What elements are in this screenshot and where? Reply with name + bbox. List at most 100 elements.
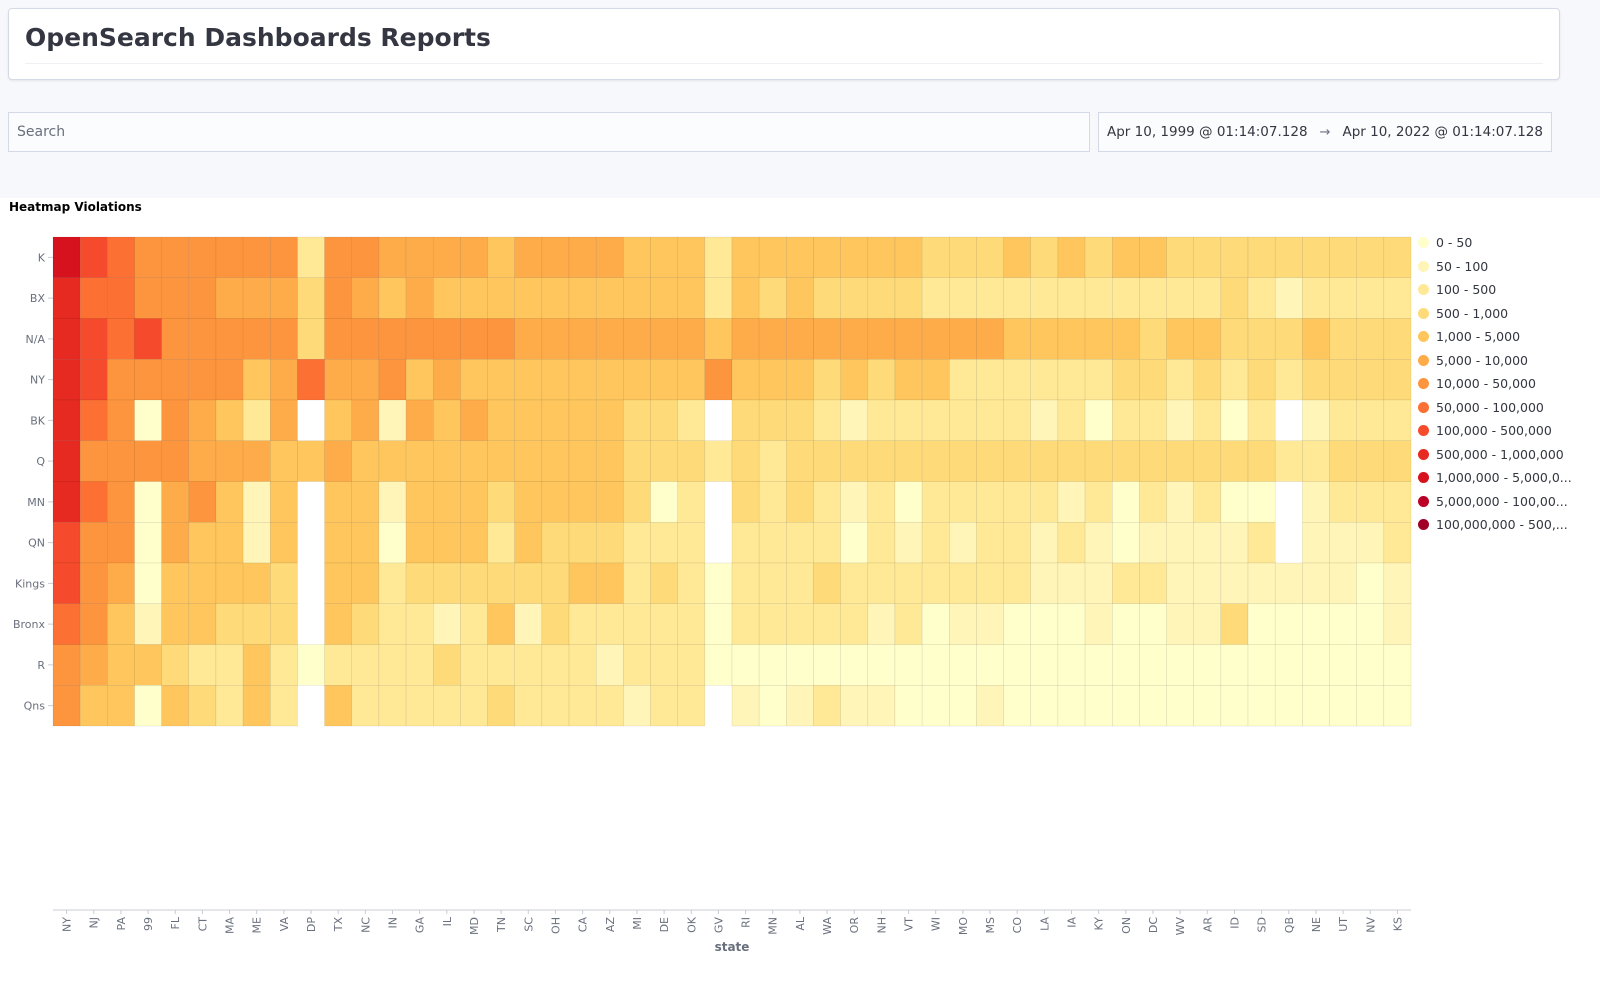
heatmap-cell[interactable] [1220,277,1249,319]
heatmap-cell[interactable] [1302,522,1330,564]
heatmap-cell[interactable] [568,318,597,360]
heatmap-cell[interactable] [1166,236,1194,278]
heatmap-cell[interactable] [921,359,950,401]
heatmap-cell[interactable] [432,481,461,523]
heatmap-cell[interactable] [894,481,923,523]
heatmap-cell[interactable] [1274,359,1303,401]
heatmap-cell[interactable] [758,277,787,319]
heatmap-cell[interactable] [1356,522,1385,564]
heatmap-cell[interactable] [188,440,217,482]
heatmap-cell[interactable] [487,522,515,564]
heatmap-cell[interactable] [1084,685,1113,727]
heatmap-cell[interactable] [731,236,760,278]
heatmap-cell[interactable] [1057,685,1086,727]
heatmap-cell[interactable] [1003,359,1032,401]
heatmap-cell[interactable] [840,399,869,441]
heatmap-cell[interactable] [188,318,217,360]
heatmap-cell[interactable] [1329,644,1357,686]
heatmap-cell[interactable] [460,562,488,604]
heatmap-cell[interactable] [215,644,244,686]
heatmap-cell[interactable] [1139,440,1167,482]
heatmap-cell[interactable] [704,644,733,686]
heatmap-cell[interactable] [894,562,923,604]
heatmap-cell[interactable] [568,603,597,645]
heatmap-cell[interactable] [134,277,162,319]
heatmap-cell[interactable] [568,399,597,441]
heatmap-cell[interactable] [1329,236,1357,278]
heatmap-cell[interactable] [297,359,325,401]
heatmap-cell[interactable] [541,685,570,727]
heatmap-cell[interactable] [378,562,407,604]
heatmap-cell[interactable] [921,399,950,441]
heatmap-cell[interactable] [840,562,869,604]
heatmap-cell[interactable] [1030,522,1059,564]
heatmap-cell[interactable] [405,522,434,564]
heatmap-cell[interactable] [1057,562,1086,604]
heatmap-cell[interactable] [324,236,353,278]
date-range-start[interactable]: Apr 10, 1999 @ 01:14:07.128 [1107,124,1308,140]
heatmap-cell[interactable] [921,236,950,278]
heatmap-cell[interactable] [650,318,678,360]
heatmap-cell[interactable] [324,522,353,564]
heatmap-cell[interactable] [731,359,760,401]
heatmap-cell[interactable] [297,318,325,360]
heatmap-cell[interactable] [1057,359,1086,401]
heatmap-cell[interactable] [378,603,407,645]
heatmap-cell[interactable] [731,644,760,686]
heatmap-cell[interactable] [650,277,678,319]
heatmap-cell[interactable] [405,236,434,278]
heatmap-cell[interactable] [79,481,108,523]
heatmap-cell[interactable] [677,685,706,727]
heatmap-cell[interactable] [568,562,597,604]
heatmap-cell[interactable] [867,685,896,727]
heatmap-cell[interactable] [731,277,760,319]
heatmap-cell[interactable] [704,603,733,645]
heatmap-cell[interactable] [1193,685,1222,727]
heatmap-cell[interactable] [378,644,407,686]
heatmap-cell[interactable] [758,399,787,441]
heatmap-cell[interactable] [378,522,407,564]
heatmap-cell[interactable] [1220,562,1249,604]
heatmap-cell[interactable] [758,562,787,604]
heatmap-cell[interactable] [1329,399,1357,441]
heatmap-cell[interactable] [541,399,570,441]
heatmap-cell[interactable] [432,644,461,686]
heatmap-cell[interactable] [378,685,407,727]
legend-item[interactable]: 0 - 50 [1418,231,1594,255]
heatmap-cell[interactable] [1166,359,1194,401]
heatmap-cell[interactable] [1111,318,1140,360]
heatmap-cell[interactable] [1193,440,1222,482]
heatmap-cell[interactable] [704,562,733,604]
heatmap-cell[interactable] [758,522,787,564]
heatmap-cell[interactable] [677,440,706,482]
heatmap-cell[interactable] [921,685,950,727]
heatmap-cell[interactable] [1220,481,1249,523]
heatmap-cell[interactable] [1302,359,1330,401]
heatmap-cell[interactable] [949,359,977,401]
heatmap-cell[interactable] [894,644,923,686]
heatmap-cell[interactable] [1329,603,1357,645]
heatmap-cell[interactable] [215,318,244,360]
heatmap-cell[interactable] [134,318,162,360]
heatmap-cell[interactable] [242,685,271,727]
heatmap-cell[interactable] [1057,318,1086,360]
heatmap-cell[interactable] [840,603,869,645]
heatmap-cell[interactable] [1139,236,1167,278]
heatmap-cell[interactable] [432,562,461,604]
heatmap-cell[interactable] [623,603,651,645]
heatmap-cell[interactable] [1030,644,1059,686]
heatmap-cell[interactable] [297,440,325,482]
heatmap-cell[interactable] [949,236,977,278]
heatmap-cell[interactable] [351,685,380,727]
heatmap-cell[interactable] [949,603,977,645]
heatmap-cell[interactable] [1193,562,1222,604]
heatmap-cell[interactable] [1003,644,1032,686]
heatmap-cell[interactable] [1356,562,1385,604]
heatmap-cell[interactable] [1274,236,1303,278]
heatmap-cell[interactable] [1166,399,1194,441]
heatmap-cell[interactable] [677,603,706,645]
heatmap-cell[interactable] [867,359,896,401]
heatmap-cell[interactable] [161,481,190,523]
heatmap-cell[interactable] [107,603,135,645]
heatmap-cell[interactable] [568,359,597,401]
